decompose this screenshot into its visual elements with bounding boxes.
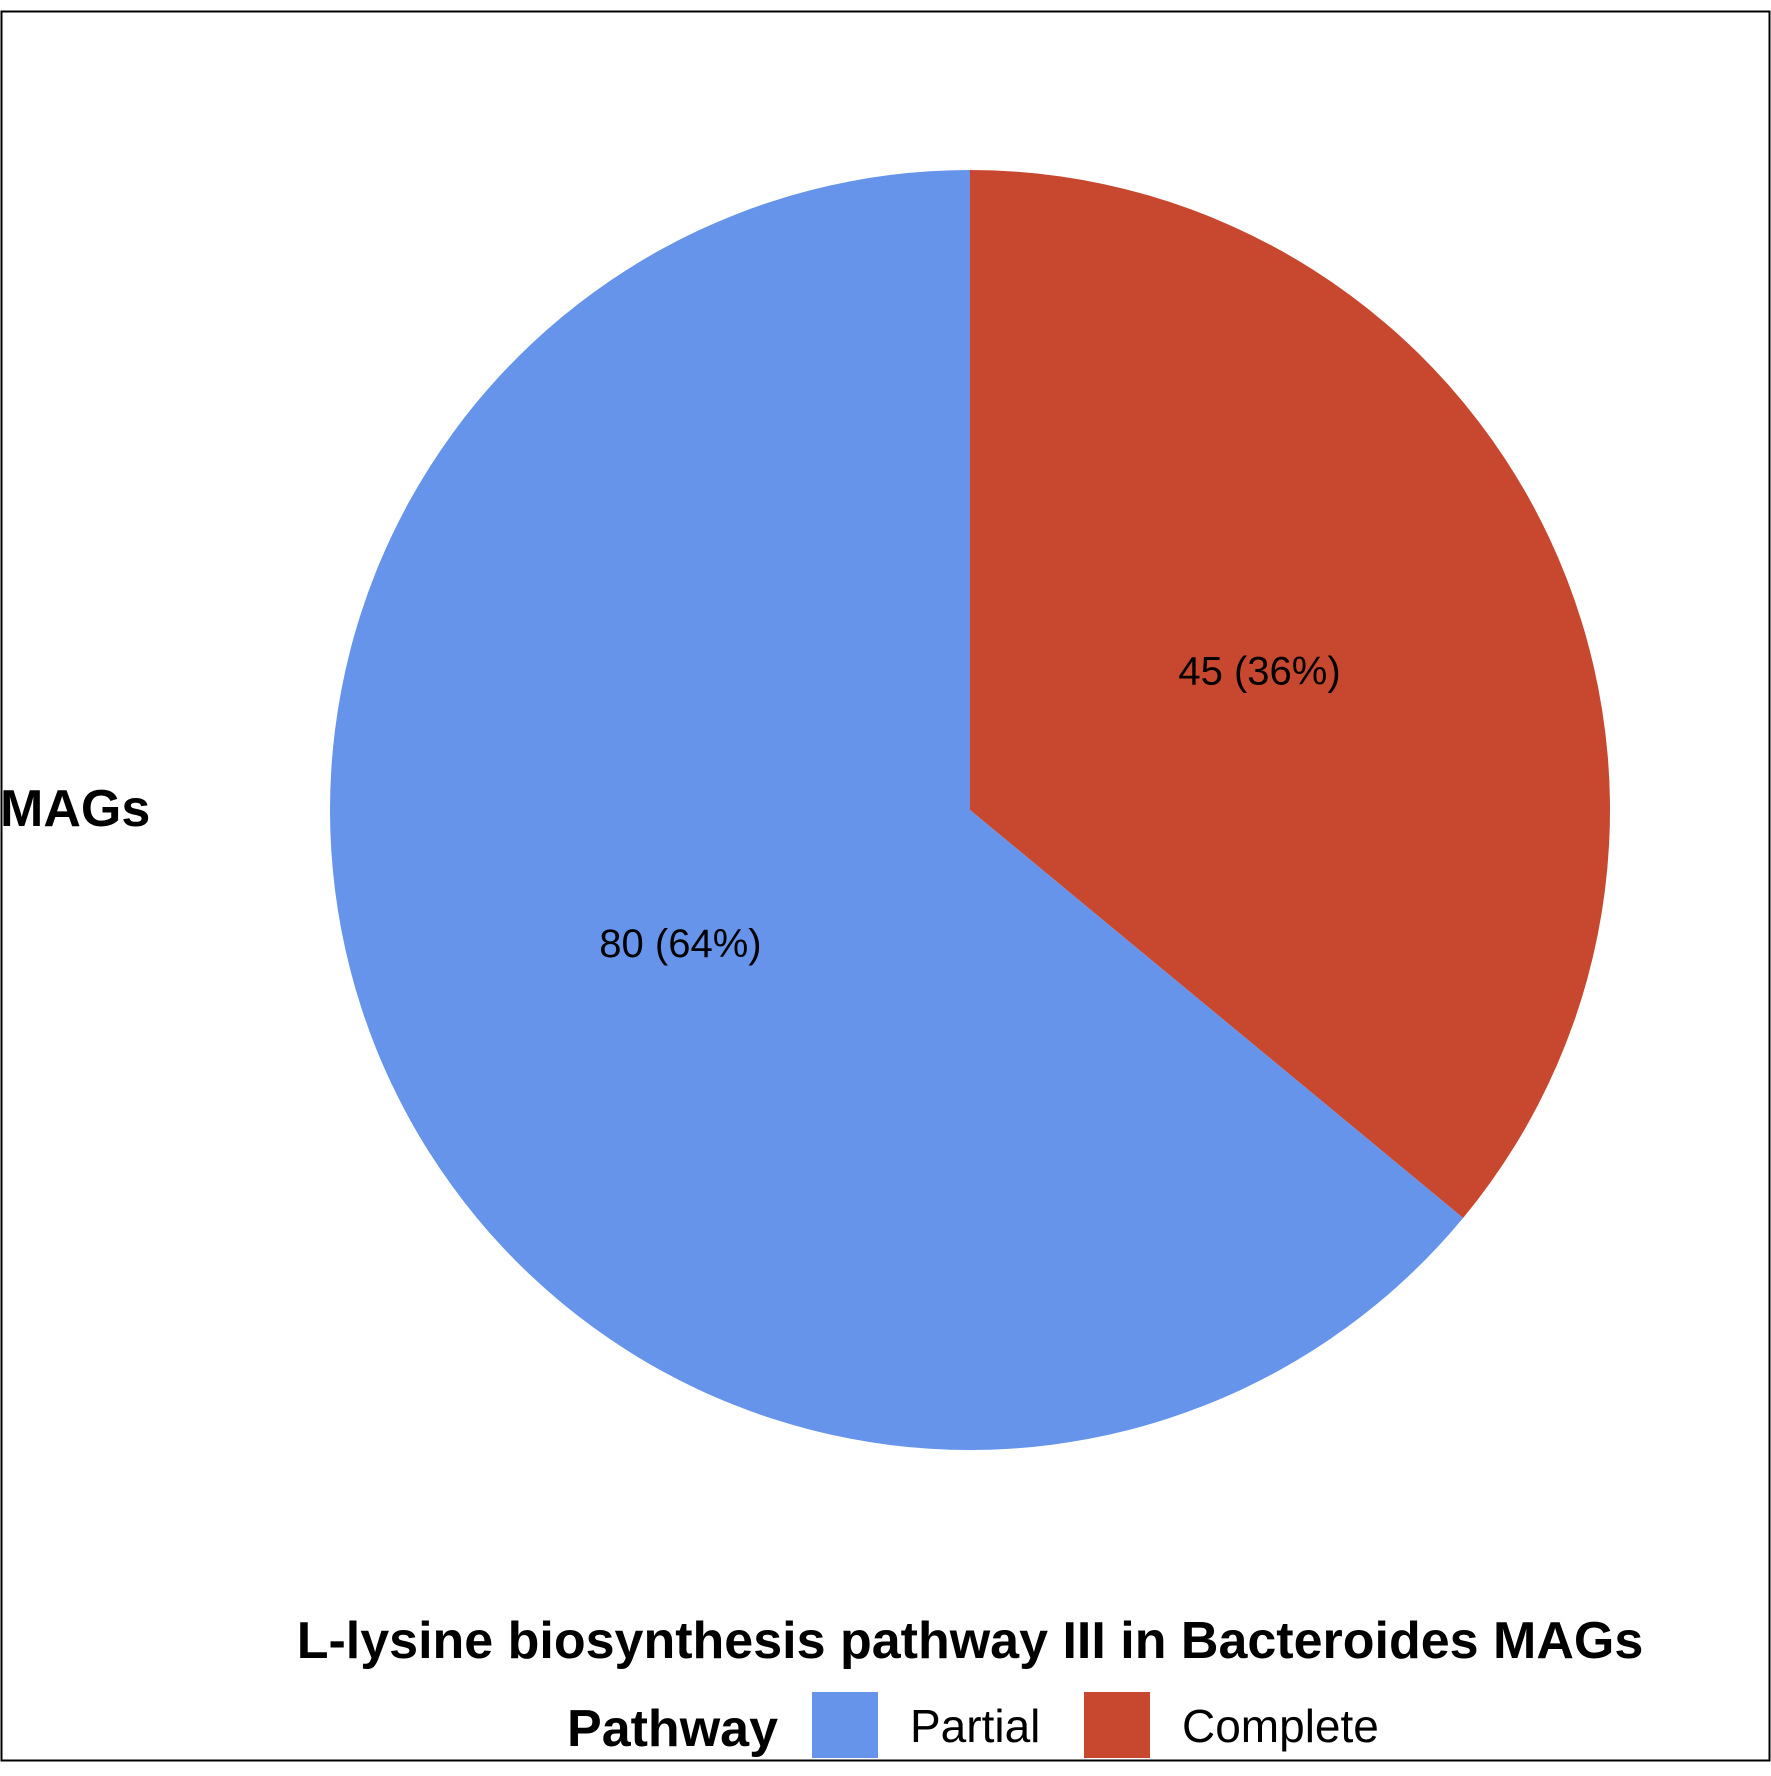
data-label-partial: 80 (64%)	[599, 922, 761, 966]
legend-label-partial: Partial	[910, 1700, 1040, 1752]
data-label-complete: 45 (36%)	[1178, 649, 1340, 693]
legend-label-complete: Complete	[1182, 1700, 1379, 1752]
chart-title: L-lysine biosynthesis pathway III in Bac…	[297, 1612, 1644, 1670]
legend-swatch-partial	[812, 1692, 878, 1758]
pie-slices	[329, 170, 1610, 1451]
pie-data-labels: 45 (36%) 80 (64%)	[599, 649, 1340, 965]
legend-title: Pathway	[567, 1700, 778, 1758]
y-axis-label: MAGs	[0, 780, 150, 838]
pie-slice-partial	[329, 170, 1464, 1451]
pie-slice-complete	[970, 170, 1610, 1218]
legend: Partial Complete	[812, 1692, 1379, 1758]
legend-swatch-complete	[1084, 1692, 1150, 1758]
